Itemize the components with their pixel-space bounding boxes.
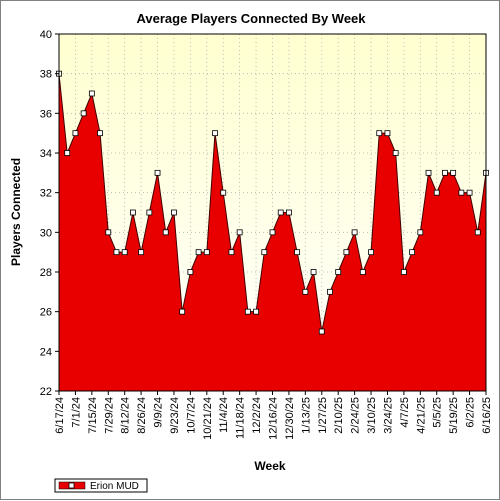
x-tick-label: 12/2/24 <box>251 397 263 434</box>
x-tick-label: 1/27/25 <box>317 397 329 434</box>
x-tick-label: 6/17/24 <box>54 397 66 434</box>
x-tick-label: 3/24/25 <box>382 397 394 434</box>
data-point-marker <box>162 229 169 236</box>
data-point-marker <box>72 130 79 137</box>
data-point-marker <box>335 269 342 275</box>
data-point-marker <box>129 209 136 216</box>
data-point-marker <box>80 110 87 117</box>
x-tick-label: 11/18/24 <box>235 397 247 439</box>
x-tick-label: 10/21/24 <box>202 397 214 440</box>
y-axis-ticks: 22 24 26 28 30 32 34 36 38 40 <box>40 29 59 398</box>
data-point-marker <box>409 249 416 256</box>
x-tick-label: 3/10/25 <box>366 397 378 434</box>
x-tick-label: 7/1/24 <box>70 397 82 428</box>
data-point-marker <box>400 269 407 275</box>
data-point-marker <box>269 229 276 236</box>
x-tick-label: 7/15/24 <box>87 397 99 434</box>
x-tick-label: 12/16/24 <box>268 397 280 440</box>
data-point-marker <box>121 249 128 256</box>
data-point-marker <box>450 169 457 176</box>
x-tick-label: 5/19/25 <box>448 397 460 434</box>
chart-title: Average Players Connected By Week <box>136 11 366 26</box>
data-point-marker <box>384 130 391 137</box>
data-point-marker <box>294 249 301 256</box>
legend: Erion MUD <box>54 478 148 493</box>
data-point-marker <box>244 308 251 315</box>
data-point-marker <box>212 130 218 137</box>
x-tick-label: 8/26/24 <box>136 397 148 434</box>
data-point-marker <box>171 209 177 216</box>
data-point-marker <box>442 169 448 176</box>
y-tick-label: 26 <box>40 307 52 319</box>
x-tick-label: 4/21/25 <box>415 397 427 434</box>
data-point-marker <box>105 229 112 236</box>
data-point-marker <box>327 288 333 295</box>
data-point-marker <box>392 150 399 156</box>
data-point-marker <box>253 308 259 315</box>
y-tick-label: 34 <box>40 148 52 160</box>
data-point-marker <box>286 209 292 216</box>
data-point-marker <box>343 249 350 256</box>
x-tick-label: 2/10/25 <box>333 397 345 434</box>
data-point-marker <box>474 229 481 236</box>
data-point-marker <box>97 130 103 137</box>
x-tick-label: 8/12/24 <box>120 397 132 434</box>
x-tick-label: 6/2/25 <box>465 397 477 428</box>
x-tick-label: 4/7/25 <box>399 397 411 428</box>
data-series-area <box>56 70 489 392</box>
x-tick-label: 9/23/24 <box>169 397 181 434</box>
y-tick-label: 22 <box>40 386 52 398</box>
y-tick-label: 40 <box>40 29 52 41</box>
x-axis-label: Week <box>254 459 285 473</box>
data-point-marker <box>179 308 186 315</box>
data-point-marker <box>433 189 440 196</box>
data-point-marker <box>236 229 243 236</box>
x-tick-label: 10/7/24 <box>185 397 197 434</box>
y-tick-label: 36 <box>40 108 52 120</box>
legend-label: Erion MUD <box>90 481 139 492</box>
data-point-marker <box>277 209 284 216</box>
x-tick-label: 7/29/24 <box>103 397 115 434</box>
data-point-marker <box>187 269 194 275</box>
x-tick-label: 12/30/24 <box>284 397 296 440</box>
data-point-marker <box>351 229 358 236</box>
data-point-marker <box>220 189 227 196</box>
x-tick-label: 2/24/25 <box>350 397 362 434</box>
data-point-marker <box>425 169 432 176</box>
data-point-marker <box>64 150 71 156</box>
data-point-marker <box>138 249 145 256</box>
data-point-marker <box>318 328 325 335</box>
data-point-marker <box>417 229 424 236</box>
data-point-marker <box>302 288 309 295</box>
x-tick-label: 1/13/25 <box>300 397 312 434</box>
y-tick-label: 38 <box>40 69 52 81</box>
x-tick-label: 9/9/24 <box>153 397 165 428</box>
data-point-marker <box>310 269 317 275</box>
y-axis-label: Players Connected <box>9 158 23 266</box>
data-point-marker <box>154 169 161 176</box>
x-axis-ticks: 6/17/24 7/1/24 7/15/24 7/29/24 8/12/24 8/26/2… <box>54 391 493 440</box>
x-tick-label: 6/16/25 <box>481 397 493 434</box>
data-point-marker <box>203 249 210 256</box>
x-tick-label: 11/4/24 <box>218 397 230 433</box>
y-tick-label: 28 <box>40 267 52 279</box>
data-point-marker <box>88 90 95 97</box>
y-tick-label: 32 <box>40 188 52 200</box>
data-point-marker <box>195 249 202 256</box>
data-point-marker <box>368 249 374 256</box>
data-point-marker <box>146 209 153 216</box>
data-point-marker <box>113 249 120 256</box>
data-point-marker <box>261 249 268 256</box>
legend-marker <box>68 482 75 489</box>
y-tick-label: 24 <box>40 346 52 358</box>
y-tick-label: 30 <box>40 227 52 239</box>
data-point-marker <box>376 130 383 137</box>
data-point-marker <box>458 189 465 196</box>
x-tick-label: 5/5/25 <box>432 397 444 428</box>
data-point-marker <box>466 189 473 196</box>
data-point-marker <box>228 249 235 256</box>
data-point-marker <box>359 269 366 275</box>
